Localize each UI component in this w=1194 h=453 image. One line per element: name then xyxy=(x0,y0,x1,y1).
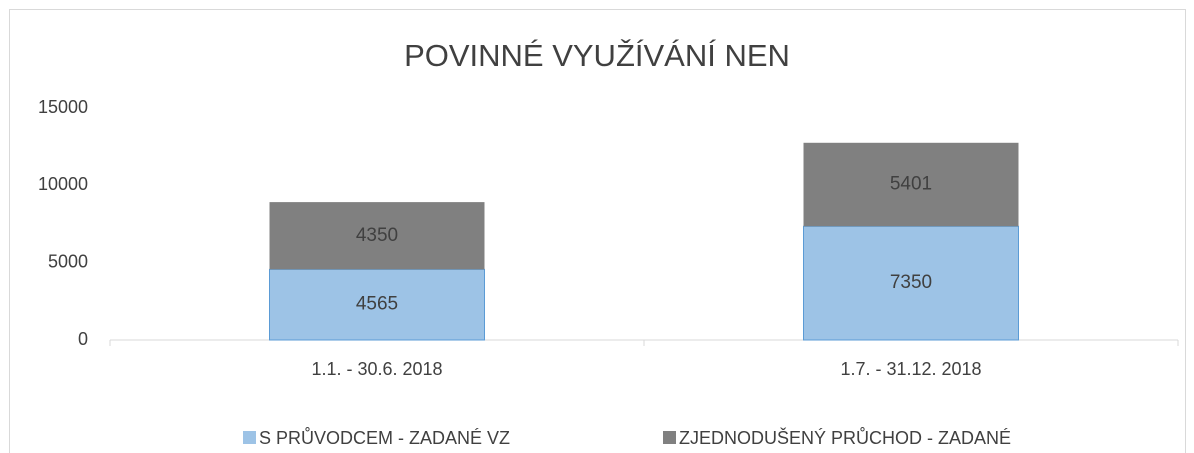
legend-label: ZJEDNODUŠENÝ PRŮCHOD - ZADANÉ xyxy=(679,427,1011,448)
legend-label: S PRŮVODCEM - ZADANÉ VZ xyxy=(259,427,510,448)
x-tick-label: 1.1. - 30.6. 2018 xyxy=(311,359,442,379)
data-label: 4565 xyxy=(356,294,398,315)
data-label: 7350 xyxy=(890,272,932,293)
bar-segment xyxy=(803,142,1019,227)
bar-segment xyxy=(803,225,1019,341)
y-tick-label: 5000 xyxy=(48,251,88,271)
chart-title: POVINNÉ VYUŽÍVÁNÍ NEN xyxy=(404,38,790,73)
data-label: 4350 xyxy=(356,225,398,246)
y-tick-label: 15000 xyxy=(38,97,88,117)
legend-swatch xyxy=(243,431,256,444)
y-tick-label: 0 xyxy=(78,329,88,349)
bar-segment xyxy=(269,202,485,270)
data-label: 5401 xyxy=(890,174,932,195)
legend-swatch xyxy=(663,431,676,444)
x-tick-label: 1.7. - 31.12. 2018 xyxy=(840,359,981,379)
bar-segment xyxy=(269,268,485,341)
y-tick-label: 10000 xyxy=(38,174,88,194)
